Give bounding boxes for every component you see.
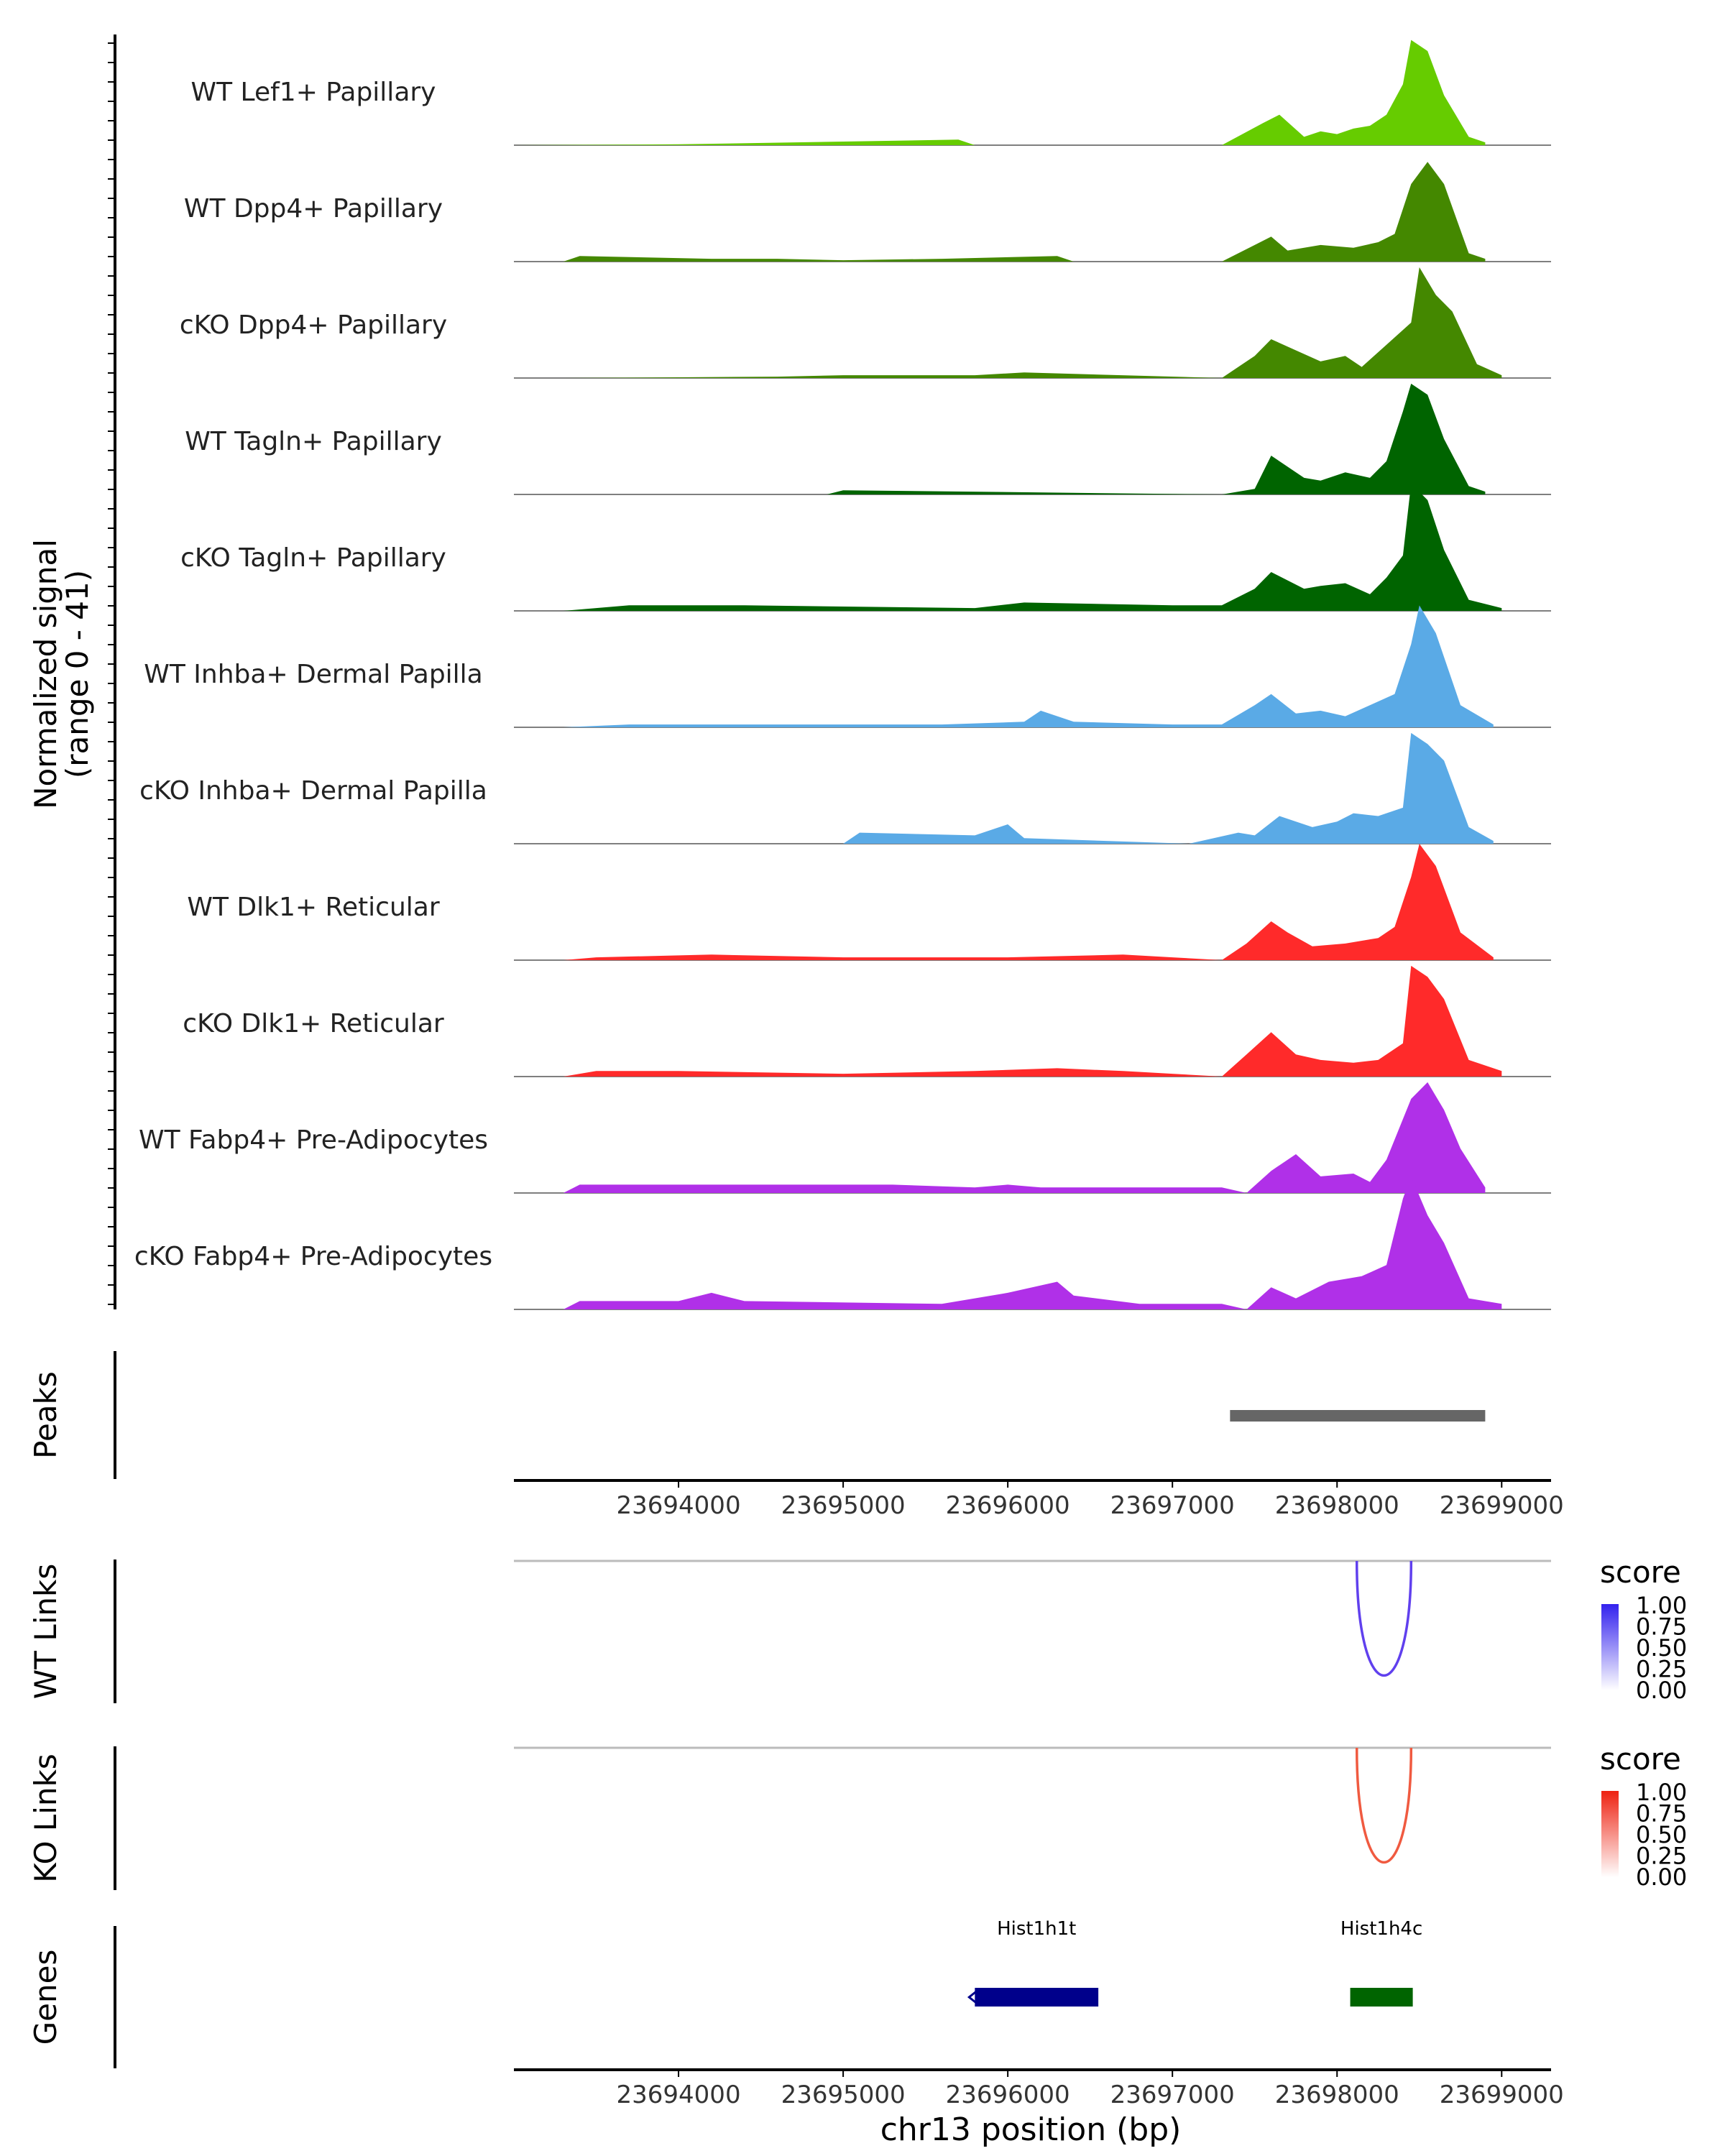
- x-tick-label: 23697000: [1110, 2081, 1235, 2109]
- gene-body: [975, 1988, 1099, 2007]
- legend-tick-label: 0.25: [1636, 1656, 1687, 1683]
- x-tick-label: 23698000: [1275, 1491, 1399, 1520]
- legend-title: score: [1600, 1741, 1681, 1777]
- coverage-area: [563, 965, 1502, 1077]
- x-tick-label: 23694000: [617, 2081, 741, 2109]
- coverage-ylabel-line1: Normalized signal: [28, 539, 63, 809]
- legend-tick-label: 0.75: [1636, 1800, 1687, 1828]
- legend-colorbar: [1601, 1604, 1619, 1690]
- coverage-y-axis-ticks: [108, 42, 115, 1305]
- track-label: WT Dpp4+ Papillary: [184, 194, 443, 224]
- coverage-area: [563, 1176, 1502, 1309]
- genes-panel: Hist1h1t Hist1h4c: [967, 1918, 1422, 2007]
- x-tick-label: 23698000: [1275, 2081, 1399, 2109]
- gene-label: Hist1h1t: [997, 1918, 1076, 1940]
- coverage-ylabel-line2: (range 0 - 41): [60, 570, 95, 778]
- track-label: cKO Tagln+ Papillary: [180, 543, 446, 573]
- coverage-area: [563, 162, 1486, 262]
- x-axis-title: chr13 position (bp): [880, 2111, 1182, 2148]
- peaks-x-axis: 23694000 23695000 23696000 23697000 23698000…: [514, 1479, 1564, 1520]
- coverage-area: [563, 844, 1494, 960]
- legend-tick-label: 1.00: [1636, 1779, 1687, 1806]
- genes-x-axis: 23694000 23695000 23696000 23697000 23698000…: [514, 2068, 1564, 2109]
- legend-title: score: [1600, 1554, 1681, 1590]
- legend-tick-label: 0.75: [1636, 1613, 1687, 1641]
- peak-bar: [1230, 1410, 1486, 1422]
- track-label: WT Lef1+ Papillary: [191, 78, 436, 107]
- legend-tick-label: 0.25: [1636, 1843, 1687, 1870]
- link-arc: [1355, 1747, 1413, 1864]
- track-label: cKO Fabp4+ Pre-Adipocytes: [134, 1242, 492, 1271]
- links-label: WT Links: [28, 1564, 63, 1699]
- genes-label: Genes: [28, 1950, 63, 2045]
- legend-colorbar: [1601, 1791, 1619, 1877]
- gene-label: Hist1h4c: [1340, 1918, 1422, 1940]
- link-arc: [1355, 1560, 1413, 1677]
- x-tick-label: 23697000: [1110, 1491, 1235, 1520]
- track-label: cKO Dlk1+ Reticular: [183, 1009, 444, 1038]
- coverage-area: [563, 267, 1502, 378]
- peaks-panel: [1230, 1410, 1486, 1422]
- x-tick-label: 23695000: [781, 1491, 906, 1520]
- x-tick-label: 23694000: [617, 1491, 741, 1520]
- gene-body: [1350, 1988, 1413, 2007]
- track-label: WT Fabp4+ Pre-Adipocytes: [139, 1125, 488, 1155]
- coverage-area: [514, 40, 1486, 145]
- legend-tick-label: 0.00: [1636, 1677, 1687, 1704]
- coverage-area: [563, 732, 1494, 844]
- coverage-tracks: WT Lef1+ Papillary WT Dpp4+ Papillary cKO …: [134, 40, 1551, 1310]
- track-label: WT Inhba+ Dermal Papilla: [144, 660, 482, 689]
- track-label: cKO Dpp4+ Papillary: [180, 310, 447, 340]
- links-label: KO Links: [28, 1754, 63, 1883]
- track-label: WT Dlk1+ Reticular: [187, 893, 439, 922]
- legend-tick-label: 0.00: [1636, 1864, 1687, 1891]
- x-tick-label: 23699000: [1440, 2081, 1564, 2109]
- x-tick-label: 23695000: [781, 2081, 906, 2109]
- coverage-area: [563, 383, 1486, 494]
- track-label: WT Tagln+ Papillary: [185, 427, 442, 456]
- peaks-label: Peaks: [28, 1371, 63, 1459]
- coverage-area: [563, 605, 1494, 727]
- coverage-area: [563, 483, 1502, 611]
- legend-tick-label: 0.50: [1636, 1634, 1687, 1662]
- x-tick-label: 23699000: [1440, 1491, 1564, 1520]
- track-label: cKO Inhba+ Dermal Papilla: [139, 776, 487, 806]
- x-tick-label: 23696000: [946, 2081, 1070, 2109]
- legend-tick-label: 0.50: [1636, 1821, 1687, 1848]
- strand-arrow: [967, 1990, 978, 2004]
- coverage-area: [563, 1082, 1486, 1193]
- legend-tick-label: 1.00: [1636, 1592, 1687, 1619]
- x-tick-label: 23696000: [946, 1491, 1070, 1520]
